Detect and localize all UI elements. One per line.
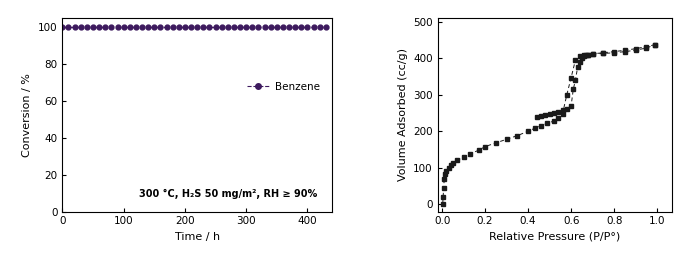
- Y-axis label: Volume Adsorbed (cc/g): Volume Adsorbed (cc/g): [398, 48, 407, 181]
- Text: 300 °C, H₂S 50 mg/m², RH ≥ 90%: 300 °C, H₂S 50 mg/m², RH ≥ 90%: [139, 189, 317, 199]
- X-axis label: Time / h: Time / h: [175, 232, 220, 242]
- Y-axis label: Conversion / %: Conversion / %: [22, 73, 33, 157]
- Legend: Benzene: Benzene: [243, 77, 324, 96]
- X-axis label: Relative Pressure (P/P°): Relative Pressure (P/P°): [489, 232, 621, 242]
